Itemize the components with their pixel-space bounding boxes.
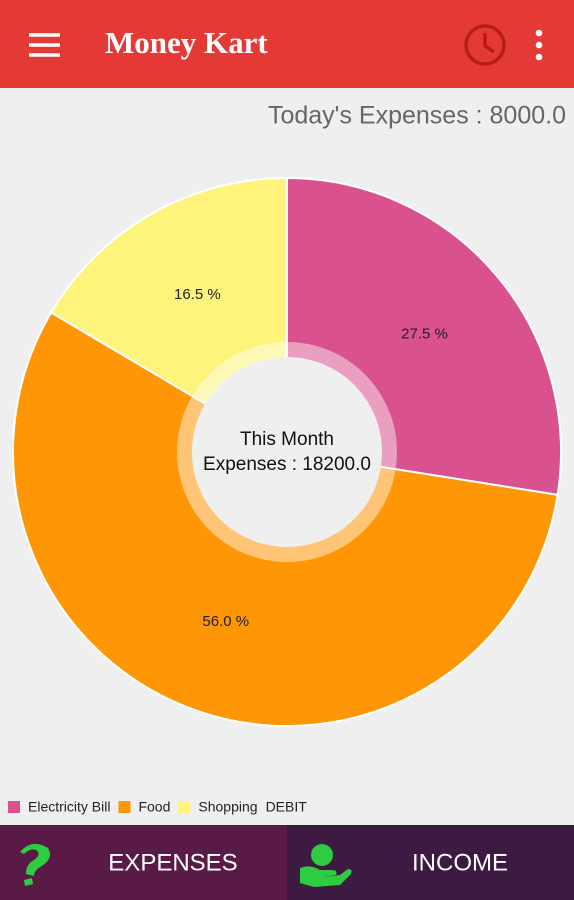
legend-swatch [8, 801, 20, 813]
legend-label: Shopping [198, 799, 257, 815]
overflow-menu[interactable] [535, 29, 543, 61]
legend: Electricity Bill Food Shopping DEBIT [8, 799, 307, 815]
slice-label: 16.5 % [174, 286, 221, 303]
legend-label: Electricity Bill [28, 799, 110, 815]
app-bar [0, 0, 574, 88]
slice-label: 27.5 % [401, 326, 448, 343]
hole [192, 357, 382, 547]
menu-button[interactable] [29, 33, 60, 57]
tab-label: EXPENSES [108, 849, 237, 876]
history-button[interactable] [464, 24, 506, 66]
legend-series: DEBIT [266, 799, 308, 815]
app-title: Money Kart [105, 25, 268, 60]
center-text: This Month [240, 429, 334, 450]
income-tab[interactable]: INCOME [287, 825, 574, 900]
legend-label: Food [138, 799, 170, 815]
pie-chart: 27.5 % 56.0 % 16.5 % This Month Expenses : 1… [12, 176, 562, 727]
center-text: Expenses : 18200.0 [203, 454, 371, 475]
legend-swatch [118, 801, 131, 813]
today-expenses: Today's Expenses : 8000.0 [268, 102, 566, 130]
slice-label: 56.0 % [202, 613, 249, 630]
tab-label: INCOME [412, 849, 508, 876]
expenses-tab[interactable]: EXPENSES [0, 825, 287, 900]
legend-swatch [178, 801, 191, 813]
